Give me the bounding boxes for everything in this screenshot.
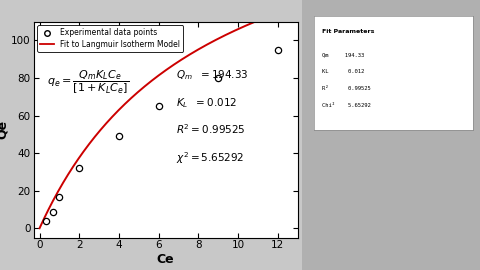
Text: Fit Parameters: Fit Parameters <box>323 29 375 34</box>
Text: $\chi^2 = 5.65292$: $\chi^2 = 5.65292$ <box>176 150 244 166</box>
X-axis label: Ce: Ce <box>157 253 174 266</box>
Y-axis label: Qe: Qe <box>0 120 9 139</box>
Text: Qm     194.33: Qm 194.33 <box>323 52 365 57</box>
Text: $K_L\ \ = 0.012$: $K_L\ \ = 0.012$ <box>176 96 238 110</box>
Text: $R^2 = 0.99525$: $R^2 = 0.99525$ <box>176 122 246 136</box>
Text: KL      0.012: KL 0.012 <box>323 69 365 74</box>
Text: $q_e = \dfrac{Q_m K_L C_e}{[1+K_L C_e]}$: $q_e = \dfrac{Q_m K_L C_e}{[1+K_L C_e]}$ <box>47 69 129 96</box>
Text: R²      0.99525: R² 0.99525 <box>323 86 371 91</box>
Text: $Q_m\ \ = 194.33$: $Q_m\ \ = 194.33$ <box>176 68 249 82</box>
Legend: Experimental data points, Fit to Langmuir Isotherm Model: Experimental data points, Fit to Langmui… <box>37 25 183 52</box>
Text: Chi²    5.65292: Chi² 5.65292 <box>323 103 371 108</box>
